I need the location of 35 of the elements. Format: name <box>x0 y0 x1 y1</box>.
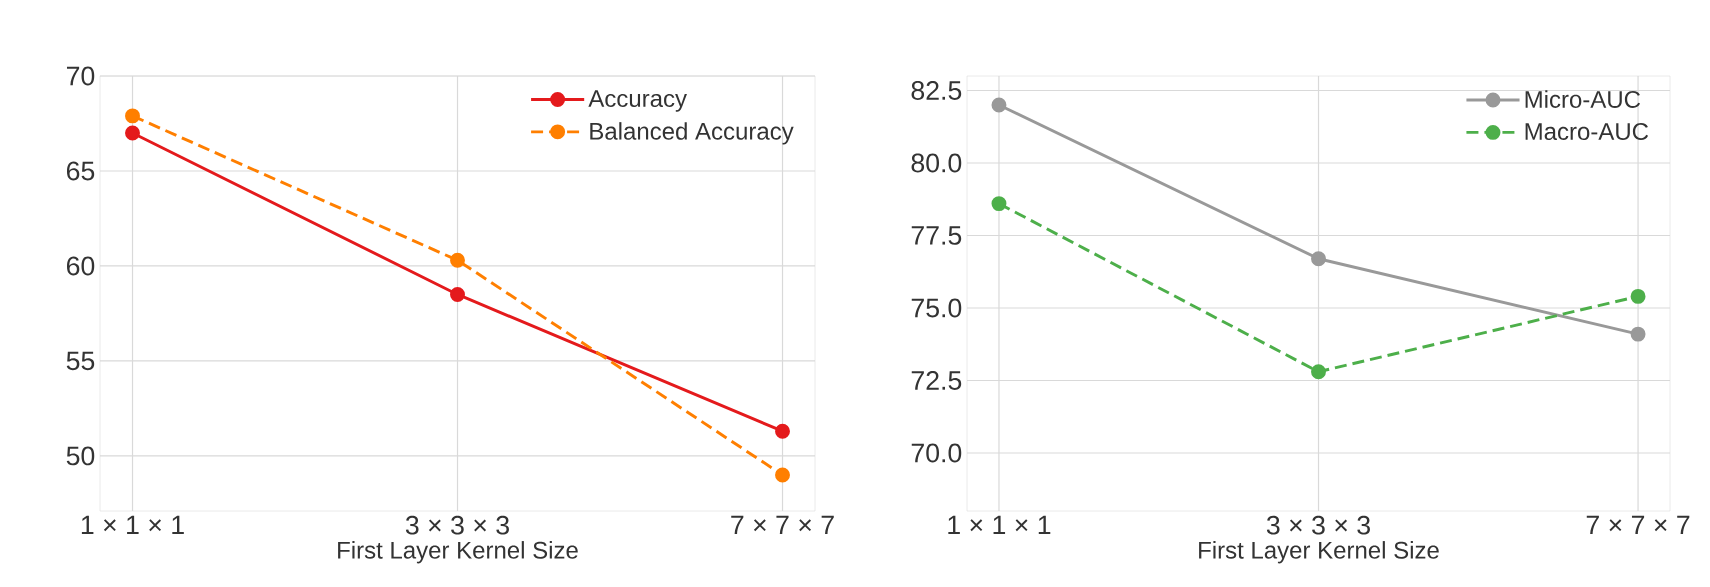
point <box>125 125 140 141</box>
x-tick-label: 7 × 7 × 7 <box>1586 515 1690 535</box>
y-tick-label: 82.5 <box>911 81 962 100</box>
x-axis-title: First Layer Kernel Size <box>338 541 578 564</box>
x-tick-label: 1 × 1 × 1 <box>81 515 184 535</box>
point <box>991 196 1007 212</box>
legend-label: Balanced Accuracy <box>590 122 794 145</box>
point <box>125 108 140 124</box>
x-tick-label: 3 × 3 × 3 <box>1266 515 1370 535</box>
x-tick-label: 1 × 1 × 1 <box>948 515 1051 535</box>
point <box>1630 326 1646 342</box>
y-tick-label: 75.0 <box>911 298 962 318</box>
y-tick-label: 77.5 <box>911 226 962 245</box>
y-tick-label: 60 <box>66 256 95 276</box>
legend-label: Macro-AUC <box>1525 123 1649 141</box>
y-tick-label: 80.0 <box>911 153 962 173</box>
legend-label: Micro-AUC <box>1525 90 1641 108</box>
point <box>1630 288 1646 304</box>
x-axis-title: First Layer Kernel Size <box>1199 541 1439 564</box>
point <box>775 423 790 439</box>
y-tick-label: 65 <box>66 161 95 181</box>
point <box>1311 251 1326 267</box>
y-tick-label: 55 <box>66 351 95 371</box>
y-tick-label: 70.0 <box>911 443 962 463</box>
point <box>450 286 465 302</box>
x-tick-label: 3 × 3 × 3 <box>405 515 509 535</box>
y-tick-label: 50 <box>66 446 95 466</box>
point <box>991 97 1007 113</box>
point <box>450 252 465 268</box>
point <box>1311 364 1326 380</box>
legend-label: Accuracy <box>588 90 687 112</box>
x-tick-label: 7 × 7 × 7 <box>731 515 834 535</box>
point <box>775 467 790 483</box>
y-tick-label: 70 <box>66 66 95 86</box>
y-tick-label: 72.5 <box>911 371 962 390</box>
